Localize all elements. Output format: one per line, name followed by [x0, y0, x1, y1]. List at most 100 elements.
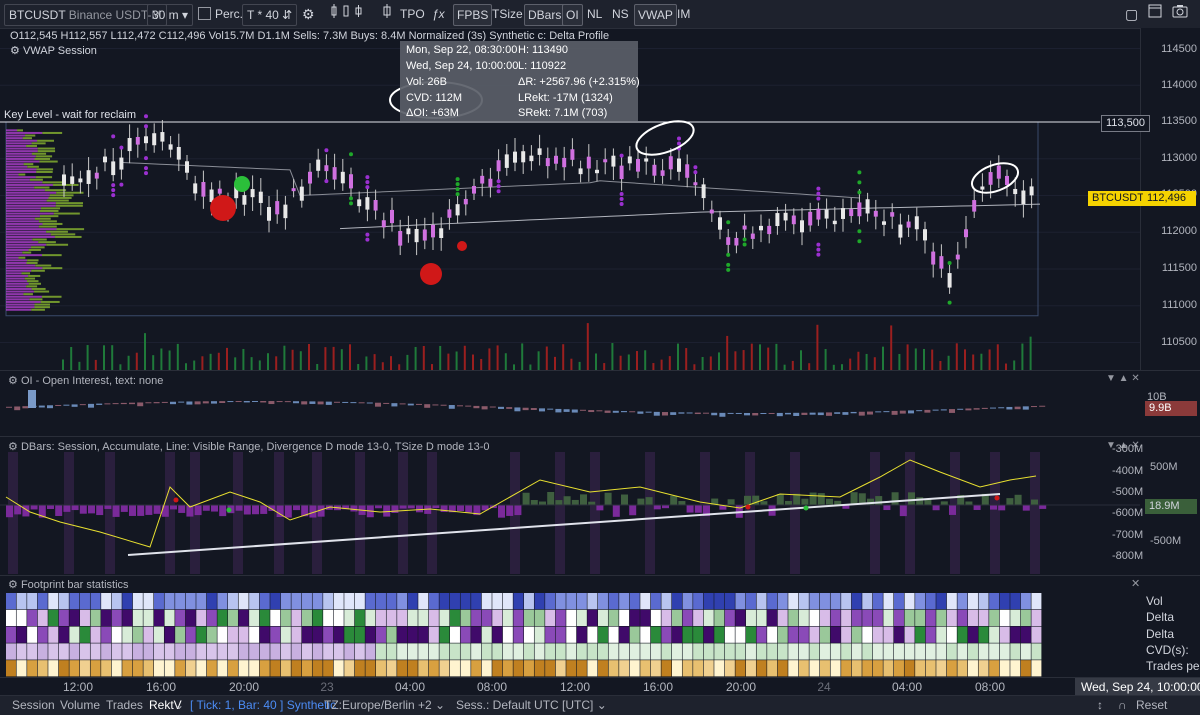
volume-profile-bar: [6, 295, 42, 298]
tab-rektv[interactable]: RektV: [149, 698, 182, 712]
dbars-bar: [104, 505, 112, 509]
chevron-down-icon[interactable]: ⌄: [174, 698, 185, 712]
footprint-cell: [481, 626, 492, 643]
volume-bar: [668, 356, 671, 370]
dbars-bar: [621, 494, 628, 505]
btn-tpo[interactable]: TPO: [400, 7, 425, 21]
tab-session[interactable]: Session: [12, 698, 55, 712]
oi-bar: [194, 401, 201, 405]
candle-icon[interactable]: [382, 4, 392, 24]
camera-icon[interactable]: [1172, 4, 1188, 24]
volume-bar: [1013, 360, 1016, 370]
btn-oi[interactable]: OI: [562, 4, 583, 26]
btn-fpbs[interactable]: FPBS: [453, 4, 493, 26]
footprint-cell: [439, 660, 450, 677]
volume-profile-bar: [6, 139, 38, 142]
footprint-cell: [196, 626, 207, 643]
footprint-cell: [587, 593, 598, 610]
oi-bar: [186, 401, 193, 405]
gear-icon[interactable]: ⚙: [302, 6, 315, 22]
volume-bar: [832, 364, 835, 370]
btn-ns[interactable]: NS: [612, 7, 629, 21]
chart-style-icon[interactable]: [330, 4, 370, 24]
timezone-selector[interactable]: TZ:Europe/Berlin +2 ⌄: [324, 698, 446, 712]
footprint-cell: [946, 609, 957, 626]
btn-dbars[interactable]: DBars: [524, 4, 566, 26]
interval-selector[interactable]: 30 m ▾: [147, 4, 194, 26]
volume-profile-bar: [30, 246, 45, 249]
oi-chart-canvas[interactable]: [0, 385, 1140, 435]
footprint-cell: [830, 593, 841, 610]
dbars-bar: [79, 505, 87, 514]
candle-body: [529, 155, 534, 162]
footprint-cell: [830, 660, 841, 677]
candle-body: [882, 221, 886, 225]
footprint-cell: [682, 609, 693, 626]
magnet-icon[interactable]: ∩: [1118, 698, 1127, 712]
volume-bar: [439, 345, 442, 370]
dbars-bar: [826, 498, 833, 505]
tooltip-doi: ΔOI: +63M: [406, 107, 459, 119]
btn-tsize[interactable]: TSize: [492, 7, 523, 21]
footprint-cell: [524, 626, 534, 643]
close-icon[interactable]: ✕: [1131, 578, 1141, 590]
pane-divider[interactable]: [0, 436, 1200, 437]
fullscreen-icon[interactable]: ▢: [1125, 6, 1139, 22]
dbars-bar: [678, 501, 686, 505]
divergence-stripe: [312, 452, 322, 574]
gear-icon[interactable]: ⚙: [8, 579, 18, 591]
oi-title-text: OI - Open Interest, text: none: [20, 375, 164, 387]
session-selector[interactable]: Sess.: Default UTC [UTC] ⌄: [456, 698, 607, 712]
btn-im[interactable]: IM: [677, 7, 691, 21]
tab-volume[interactable]: Volume: [60, 698, 101, 712]
volume-profile-bar: [6, 155, 36, 158]
footprint-cell: [661, 626, 672, 643]
candle-body: [841, 208, 845, 219]
candle-body: [996, 165, 1001, 179]
gear-icon[interactable]: ⚙: [10, 45, 20, 57]
candle-body: [349, 174, 353, 189]
footprint-cell: [502, 643, 513, 660]
btn-nl[interactable]: NL: [587, 7, 603, 21]
expand-vertical-icon[interactable]: ↕: [1097, 698, 1103, 712]
pane-divider[interactable]: [0, 575, 1200, 576]
footprint-cell: [492, 626, 503, 643]
bottom-bar: Session Volume Trades RektV ⌄ [ Tick: 1,…: [0, 695, 1200, 715]
volume-bar: [185, 363, 187, 370]
pane-divider[interactable]: [0, 370, 1200, 371]
dbars-bar: [309, 505, 317, 518]
liquidation-dot: [726, 267, 731, 272]
tick-status[interactable]: [ Tick: 1, Bar: 40 ] Synthetic: [190, 698, 337, 712]
candle-body: [611, 155, 616, 167]
oi-bar: [694, 412, 701, 415]
time-axis[interactable]: 12:00 16:00 20:00 23 04:00 08:00 12:00 1…: [0, 677, 1200, 696]
volume-bar: [709, 356, 712, 370]
gear-icon[interactable]: ⚙: [8, 375, 18, 387]
reset-button[interactable]: Reset: [1136, 698, 1168, 712]
footprint-cell: [788, 609, 799, 626]
perc-checkbox[interactable]: Perc.: [198, 4, 243, 24]
footprint-cell: [37, 593, 48, 610]
pane-controls[interactable]: ▼ ▲ ✕: [1106, 440, 1140, 451]
footprint-cell: [915, 643, 926, 660]
tick-selector[interactable]: T * 40 ⇵: [242, 4, 298, 26]
symbol-selector[interactable]: BTCUSDT Binance USDT-M: [4, 4, 167, 26]
btn-vwap[interactable]: VWAP: [634, 4, 677, 26]
window-icon[interactable]: [1148, 4, 1162, 24]
vwap-legend[interactable]: ⚙ VWAP Session: [10, 44, 97, 57]
pane-controls[interactable]: ▼ ▲ ✕: [1106, 373, 1140, 384]
footprint-cell: [851, 609, 862, 626]
footprint-cell: [809, 609, 820, 626]
liquidation-dot: [111, 134, 116, 139]
dbars-chart-canvas[interactable]: [0, 452, 1140, 574]
dbars-bar: [498, 505, 505, 518]
footprint-cell: [481, 643, 492, 660]
liquidation-dot: [144, 166, 148, 171]
tab-trades[interactable]: Trades: [106, 698, 143, 712]
volume-profile-bar: [6, 248, 29, 251]
footprint-cell: [228, 660, 238, 677]
oi-bar: [875, 411, 882, 413]
dbars-bar: [752, 495, 760, 505]
gear-icon[interactable]: ⚙: [8, 441, 18, 453]
formula-icon[interactable]: ƒx: [432, 7, 445, 21]
